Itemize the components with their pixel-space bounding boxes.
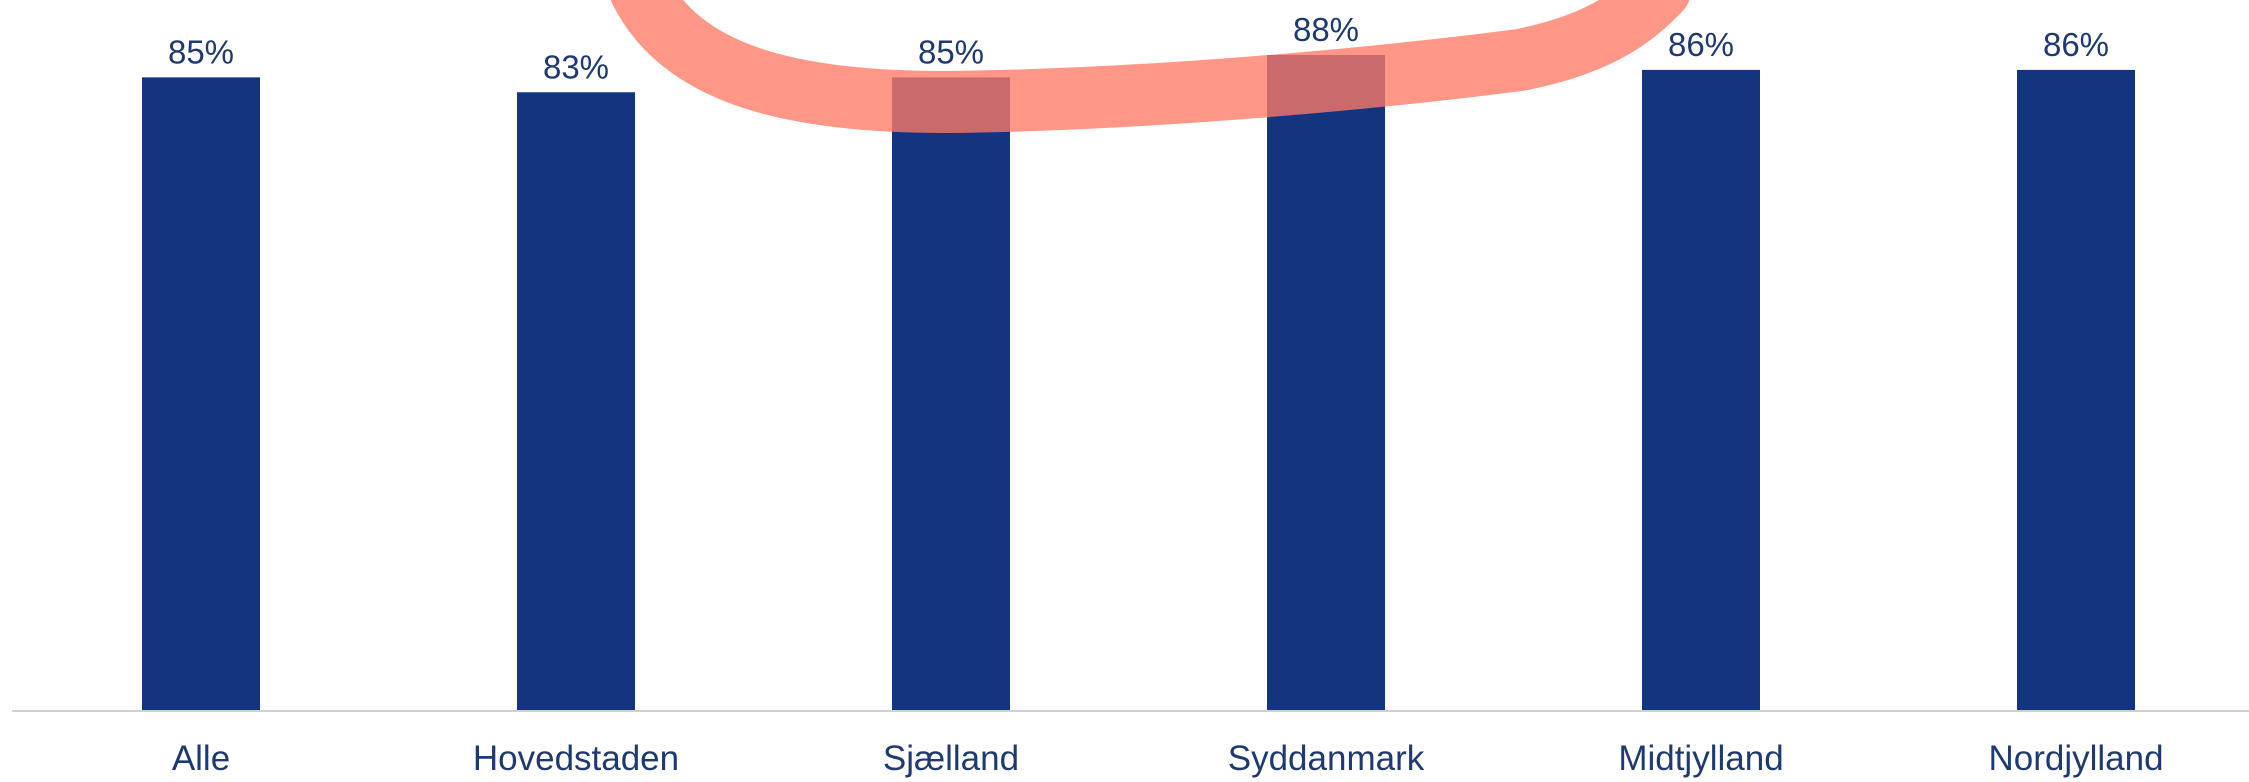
data-labels-group: 85% 83% 85% 88% 86% 86% [168,11,2109,85]
bar-syddanmark [1267,55,1385,711]
data-label-hovedstaden: 83% [543,48,609,85]
bar-midtjylland [1642,69,1760,712]
x-tick-label-nordjylland: Nordjylland [1988,739,2163,778]
bars-group [142,55,2135,712]
x-tick-label-midtjylland: Midtjylland [1618,739,1783,778]
x-tick-label-alle: Alle [172,739,230,778]
data-label-nordjylland: 86% [2043,26,2109,63]
x-tick-label-sjælland: Sjælland [883,739,1019,778]
bar-hovedstaden [517,92,635,712]
data-label-syddanmark: 88% [1293,11,1359,48]
data-label-sjælland: 85% [918,33,984,70]
data-label-alle: 85% [168,33,234,70]
bar-nordjylland [2017,69,2135,712]
highlight-scribble [610,0,1690,133]
x-tick-label-hovedstaden: Hovedstaden [473,739,679,778]
x-tick-labels-group: Alle Hovedstaden Sjælland Syddanmark Midtjyl… [172,739,2164,778]
bar-alle [142,77,260,711]
x-tick-label-syddanmark: Syddanmark [1228,739,1425,778]
data-label-midtjylland: 86% [1668,26,1734,63]
bar-sjælland [892,77,1010,711]
